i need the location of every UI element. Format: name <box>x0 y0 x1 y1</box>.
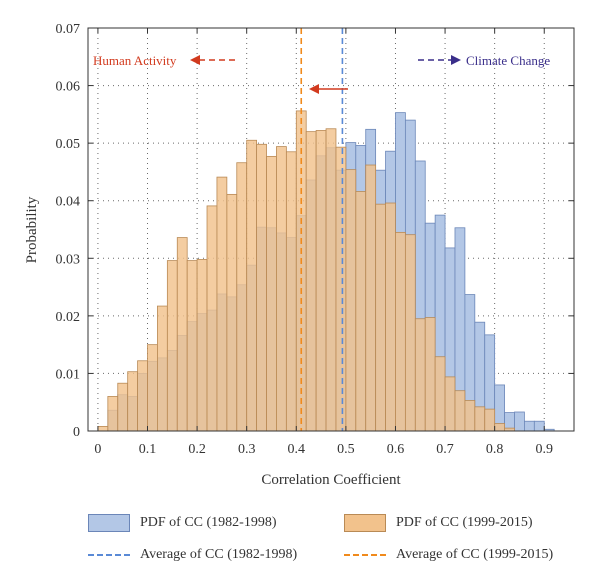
legend-swatch-blue <box>88 514 130 532</box>
histogram-bar <box>186 260 198 432</box>
histogram-bar <box>494 423 505 432</box>
legend-label: PDF of CC (1999-2015) <box>396 515 533 530</box>
histogram-bar <box>533 420 545 432</box>
histogram-bar <box>474 406 486 432</box>
histogram-bar <box>395 231 406 432</box>
x-tick-label: 0.8 <box>486 442 504 457</box>
histogram-bar <box>137 360 148 432</box>
y-tick-label: 0.03 <box>56 252 81 267</box>
x-tick-label: 0.9 <box>535 442 553 457</box>
y-tick-label: 0.05 <box>56 137 81 152</box>
histogram-bar <box>236 162 248 432</box>
histogram-bar <box>266 155 277 432</box>
histogram-bar <box>216 176 228 432</box>
histogram-bar <box>127 371 138 432</box>
histogram-bar <box>176 237 188 432</box>
histogram-bar <box>117 382 129 432</box>
histogram-bar <box>404 234 416 432</box>
histogram-bar <box>335 146 347 432</box>
histogram-bar <box>424 317 436 432</box>
y-axis-ticks: 0 0.01 0.02 0.03 0.04 0.05 0.06 0.07 <box>56 22 574 440</box>
legend-swatch-orange <box>344 514 386 532</box>
x-tick-label: 0 <box>94 442 101 457</box>
plot-border <box>87 27 575 432</box>
average-lines <box>300 28 344 431</box>
legend-label: PDF of CC (1982-1998) <box>140 515 277 530</box>
histogram-bar <box>325 128 337 432</box>
histogram-bar <box>385 202 396 432</box>
histogram-bar <box>147 344 158 432</box>
legend-label: Average of CC (1982-1998) <box>140 547 298 562</box>
x-tick-label: 0.5 <box>337 442 355 457</box>
plot-frame <box>87 27 575 432</box>
human-activity-label: Human Activity <box>93 53 177 68</box>
histogram-bar <box>355 191 367 432</box>
histogram-bar <box>444 376 456 432</box>
histogram-bar <box>226 193 238 432</box>
histogram-bar <box>97 425 109 432</box>
x-tick-label: 0.6 <box>387 442 405 457</box>
histogram-bar <box>315 130 327 432</box>
x-tick-label: 0.3 <box>238 442 256 457</box>
histogram-bar <box>524 420 535 432</box>
histogram-bar <box>365 164 377 432</box>
legend-dash-blue <box>88 554 130 556</box>
histogram-bar <box>256 143 267 432</box>
histogram-bar <box>464 400 476 432</box>
x-tick-label: 0.4 <box>288 442 306 457</box>
histogram-bar <box>484 408 496 432</box>
histogram-bar <box>305 131 317 432</box>
y-tick-label: 0 <box>73 425 80 440</box>
histogram-bar <box>375 203 386 432</box>
legend-item-1999-2015-pdf: PDF of CC (1999-2015) <box>344 512 533 534</box>
x-tick-label: 0.7 <box>436 442 454 457</box>
histogram-bar <box>157 305 168 432</box>
mean-shift-arrowhead <box>309 84 319 94</box>
x-tick-label: 0.2 <box>188 442 206 457</box>
histogram-bar <box>206 205 218 432</box>
histogram-bar <box>434 356 446 432</box>
histogram-chart: Human Activity Climate Change 0 0.1 0.2 0.3… <box>24 22 575 488</box>
histogram-bar <box>454 390 466 432</box>
histogram-bar <box>285 151 297 432</box>
annotations: Human Activity Climate Change <box>93 53 550 94</box>
histogram-bar <box>514 411 525 432</box>
histogram-bar <box>414 318 426 432</box>
legend-item-1982-1998-average: Average of CC (1982-1998) <box>88 544 297 566</box>
y-tick-label: 0.06 <box>56 80 81 95</box>
histogram-bar <box>196 259 208 432</box>
y-axis-label: Probability <box>24 196 40 263</box>
legend: PDF of CC (1982-1998) PDF of CC (1999-20… <box>0 508 600 578</box>
legend-label: Average of CC (1999-2015) <box>396 547 554 562</box>
legend-dash-orange <box>344 554 386 556</box>
histogram-bar <box>345 169 357 432</box>
legend-item-1982-1998-pdf: PDF of CC (1982-1998) <box>88 512 277 534</box>
histogram-bar <box>166 260 178 432</box>
climate-change-arrowhead <box>451 55 461 65</box>
y-tick-label: 0.07 <box>56 22 81 37</box>
x-tick-label: 0.1 <box>139 442 157 457</box>
histogram-bar <box>276 146 287 432</box>
y-tick-label: 0.01 <box>56 367 81 382</box>
climate-change-label: Climate Change <box>466 53 550 68</box>
x-axis-ticks: 0 0.1 0.2 0.3 0.4 0.5 0.6 0.7 0.8 0.9 <box>94 28 553 457</box>
y-tick-label: 0.02 <box>56 310 81 325</box>
histogram-bar <box>107 396 119 432</box>
histogram-bar <box>246 139 258 432</box>
x-axis-label: Correlation Coefficient <box>261 472 401 488</box>
legend-item-1999-2015-average: Average of CC (1999-2015) <box>344 544 553 566</box>
y-tick-label: 0.04 <box>56 195 81 210</box>
human-activity-arrowhead <box>190 55 200 65</box>
